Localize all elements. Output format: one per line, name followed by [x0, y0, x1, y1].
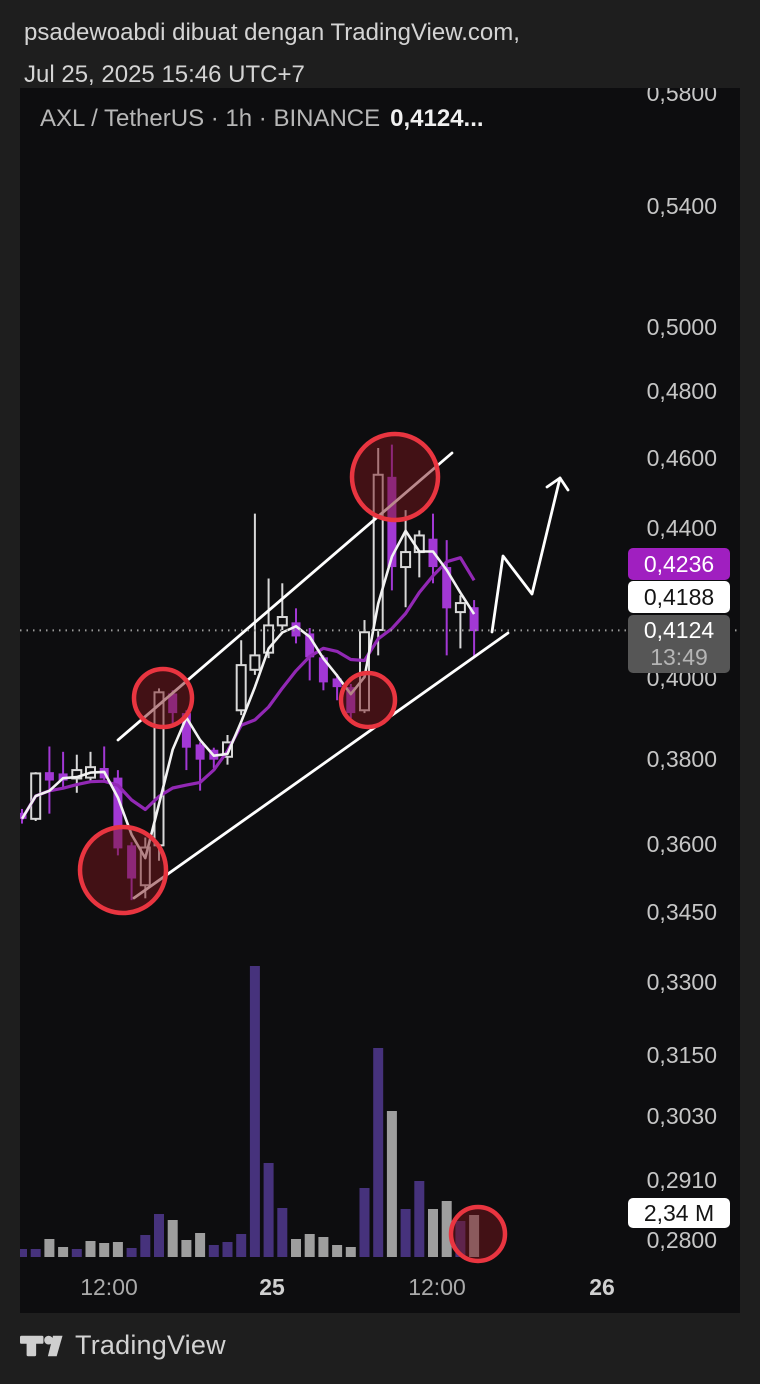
- price-axis-label: 0,4400: [646, 515, 717, 542]
- volume-bar: [30, 1249, 41, 1257]
- volume-bar: [167, 1220, 178, 1257]
- volume-bar: [208, 1245, 219, 1257]
- volume-bar: [195, 1233, 206, 1257]
- volume-bar: [71, 1249, 82, 1257]
- candle-body: [318, 657, 328, 683]
- price-axis-label: 0,4600: [646, 445, 717, 472]
- highlight-circle: [131, 666, 195, 730]
- volume-bar: [386, 1111, 397, 1257]
- ma-fast-line: [20, 529, 476, 860]
- highlight-circle: [77, 824, 169, 916]
- price-axis-label: 0,3030: [646, 1103, 717, 1130]
- candle-body: [181, 713, 191, 748]
- price-badge-last-countdown: 13:49: [650, 644, 708, 670]
- price-axis-label: 0,4800: [646, 378, 717, 405]
- volume-bar: [112, 1242, 123, 1257]
- price-chart-canvas[interactable]: [20, 88, 740, 1313]
- price-axis-label: 0,3450: [646, 898, 717, 925]
- candle-body: [400, 551, 412, 569]
- volume-bar: [20, 1249, 27, 1257]
- volume-bar: [99, 1243, 110, 1257]
- chart-symbol-label: AXL / TetherUS · 1h · BINANCE: [40, 105, 381, 132]
- candle-body: [469, 607, 479, 632]
- candle-body: [195, 744, 205, 760]
- price-axis-label: 0,3150: [646, 1041, 717, 1068]
- candle-body: [235, 664, 247, 712]
- candle-body: [291, 622, 301, 637]
- tradingview-brand-text: TradingView: [75, 1330, 226, 1360]
- price-axis-label: 0,3300: [646, 968, 717, 995]
- ma-slow-line: [20, 556, 476, 820]
- volume-bar: [263, 1163, 274, 1257]
- share-header: psadewoabdi dibuat dengan TradingView.co…: [24, 12, 520, 96]
- highlight-circle: [338, 670, 398, 730]
- highlight-circle: [349, 431, 441, 523]
- candle-body: [454, 602, 466, 614]
- volume-bar: [318, 1237, 329, 1257]
- chart-last-price-preview: 0,4124...: [390, 105, 484, 132]
- price-axis-label: 0,2800: [646, 1227, 717, 1254]
- volume-bar: [181, 1240, 192, 1257]
- volume-bar: [44, 1239, 55, 1257]
- price-badge-ma: 0,4236: [628, 548, 730, 580]
- volume-bar: [345, 1247, 356, 1257]
- volume-bar: [277, 1208, 288, 1257]
- price-axis-label: 0,2910: [646, 1166, 717, 1193]
- candle-body: [113, 777, 123, 849]
- share-header-line1: psadewoabdi dibuat dengan TradingView.co…: [24, 19, 520, 46]
- volume-bar: [441, 1201, 452, 1257]
- price-badge-prev-value: 0,4188: [643, 583, 715, 610]
- volume-badge-value: 2,34 M: [643, 1199, 715, 1226]
- highlight-circle: [448, 1204, 508, 1264]
- price-axis-label: 0,5400: [646, 192, 717, 219]
- volume-bar: [428, 1209, 438, 1257]
- candle-body: [276, 616, 288, 627]
- candle-body: [332, 678, 342, 688]
- candle-body: [263, 624, 275, 654]
- volume-badge: 2,34 M: [628, 1198, 730, 1228]
- volume-bar: [291, 1239, 301, 1257]
- time-axis-label: 25: [259, 1274, 285, 1300]
- volume-bar: [249, 966, 260, 1257]
- projection-arrow-head: [545, 476, 570, 492]
- time-axis-label: 12:00: [408, 1274, 466, 1300]
- price-axis-label: 0,3800: [646, 746, 717, 773]
- price-badge-prev: 0,4188: [628, 581, 730, 613]
- price-badge-last: 0,4124 13:49: [628, 615, 730, 673]
- candle-body: [44, 772, 54, 781]
- volume-bar: [154, 1214, 164, 1257]
- tradingview-footer: TradingView: [20, 1330, 226, 1361]
- volume-bar: [126, 1248, 137, 1257]
- price-badge-last-value: 0,4124: [643, 617, 715, 643]
- candle-body: [305, 633, 315, 658]
- candle-body: [442, 567, 452, 609]
- time-axis-label: 26: [589, 1274, 615, 1300]
- volume-bar: [140, 1235, 151, 1257]
- volume-bar: [85, 1241, 96, 1257]
- volume-bar: [58, 1247, 69, 1257]
- share-header-line2: Jul 25, 2025 15:46 UTC+7: [24, 61, 305, 88]
- volume-bar: [332, 1245, 343, 1257]
- volume-bar: [400, 1209, 411, 1257]
- price-axis-label: 0,3600: [646, 831, 717, 858]
- price-badge-ma-value: 0,4236: [643, 550, 715, 577]
- volume-bar: [236, 1234, 247, 1257]
- volume-bar: [359, 1188, 370, 1257]
- volume-bar: [414, 1181, 425, 1257]
- chart-area[interactable]: AXL / TetherUS · 1h · BINANCE 0,4124... 0…: [20, 88, 740, 1313]
- candle-body: [249, 654, 261, 671]
- volume-bar: [373, 1048, 384, 1257]
- volume-bar: [222, 1242, 233, 1257]
- tradingview-logo-icon: [20, 1335, 63, 1356]
- chart-title: AXL / TetherUS · 1h · BINANCE 0,4124...: [40, 105, 484, 133]
- price-axis-label: 0,5000: [646, 313, 717, 340]
- price-axis-label: 0,5800: [646, 88, 717, 106]
- volume-bar: [304, 1234, 315, 1257]
- trend-channel-line: [132, 631, 510, 900]
- projection-arrow: [490, 476, 562, 634]
- time-axis-label: 12:00: [80, 1274, 138, 1300]
